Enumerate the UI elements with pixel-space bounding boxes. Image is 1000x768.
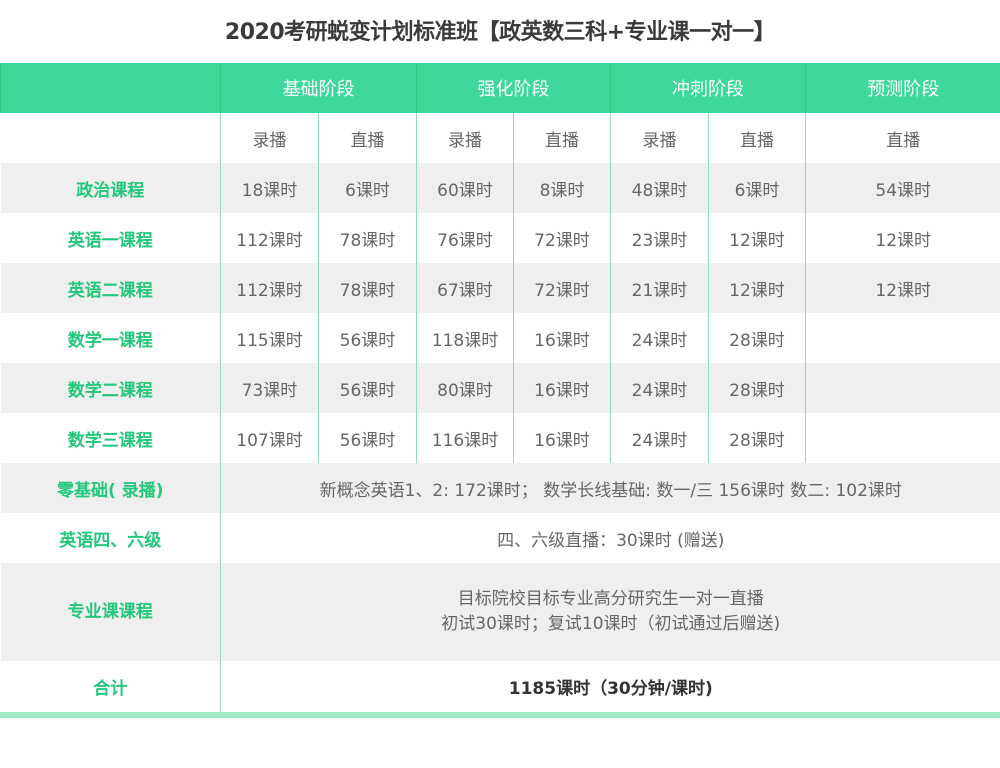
hours-cell: 115课时 [220, 313, 319, 363]
hours-cell: 116课时 [416, 413, 514, 463]
empty-cell [1, 113, 221, 163]
hours-cell: 112课时 [220, 263, 319, 313]
hours-cell: 21课时 [610, 263, 709, 313]
course-row: 英语一课程 112课时 78课时 76课时 72课时 23课时 12课时 12课时 [1, 213, 1000, 263]
course-row: 英语二课程 112课时 78课时 67课时 72课时 21课时 12课时 12课时 [0, 263, 1000, 313]
course-row: 数学三课程 107课时 56课时 116课时 16课时 24课时 28课时 [1, 413, 1000, 463]
hours-cell: 28课时 [708, 413, 806, 463]
hours-cell [805, 363, 1000, 413]
major-line-1: 目标院校目标专业高分研究生一对一直播 [457, 589, 764, 609]
row-label: 英语一课程 [67, 230, 153, 251]
hours-cell: 28课时 [708, 363, 806, 413]
hours-cell: 18课时 [220, 163, 319, 213]
hours-cell: 6课时 [708, 163, 806, 213]
hours-cell: 72课时 [513, 213, 611, 263]
hours-cell: 118课时 [416, 313, 514, 363]
hours-cell: 80课时 [416, 363, 514, 413]
row-label: 数学一课程 [67, 330, 153, 351]
corner-cell [0, 63, 221, 113]
row-label: 英语二课程 [0, 263, 221, 313]
zero-basis-row: 零基础( 录播) 新概念英语1、2: 172课时； 数学长线基础: 数一/三 1… [0, 463, 1000, 513]
hours-cell: 24课时 [610, 363, 709, 413]
hours-cell [805, 413, 1000, 463]
mode-header: 直播 [513, 113, 611, 163]
mode-header: 录播 [220, 113, 319, 163]
hours-cell: 24课时 [610, 413, 709, 463]
hours-cell: 56课时 [318, 413, 417, 463]
hours-cell: 107课时 [220, 413, 319, 463]
mode-header: 直播 [708, 113, 806, 163]
hours-cell: 112课时 [220, 213, 319, 263]
hours-cell: 78课时 [318, 263, 417, 313]
hours-cell: 16课时 [513, 363, 611, 413]
hours-cell: 24课时 [610, 313, 709, 363]
major-row: 专业课课程 目标院校目标专业高分研究生一对一直播 初试30课时；复试10课时（初试… [0, 563, 1000, 661]
stage-header: 冲刺阶段 [610, 63, 806, 113]
hours-cell: 76课时 [416, 213, 514, 263]
hours-cell: 56课时 [318, 313, 417, 363]
hours-cell: 12课时 [805, 263, 1000, 313]
bottom-bar [0, 712, 1000, 718]
hours-cell: 54课时 [805, 163, 1000, 213]
row-label: 专业课课程 [0, 563, 221, 661]
hours-cell: 56课时 [318, 363, 417, 413]
row-text: 新概念英语1、2: 172课时； 数学长线基础: 数一/三 156课时 数二: … [220, 463, 1000, 513]
row-label: 政治课程 [0, 163, 221, 213]
stage-header: 强化阶段 [416, 63, 611, 113]
cet-row: 英语四、六级 四、六级直播：30课时 (赠送) [1, 513, 1000, 563]
mode-header-row: 录播 直播 录播 直播 录播 直播 直播 [1, 113, 1000, 163]
hours-cell: 12课时 [708, 263, 806, 313]
hours-cell: 12课时 [805, 213, 1000, 263]
hours-cell: 12课时 [708, 213, 806, 263]
hours-cell: 6课时 [318, 163, 417, 213]
mode-header: 直播 [318, 113, 417, 163]
hours-cell: 16课时 [513, 313, 611, 363]
major-line-2: 初试30课时；复试10课时（初试通过后赠送) [441, 614, 781, 634]
mode-header: 录播 [610, 113, 709, 163]
total-row: 合计 1185课时（30分钟/课时) [1, 661, 1000, 712]
row-label: 英语四、六级 [59, 530, 162, 551]
course-row: 数学一课程 115课时 56课时 118课时 16课时 24课时 28课时 [1, 313, 1000, 363]
row-label: 合计 [93, 679, 128, 699]
hours-cell: 48课时 [610, 163, 709, 213]
course-row: 数学二课程 73课时 56课时 80课时 16课时 24课时 28课时 [0, 363, 1000, 413]
row-label: 零基础( 录播) [0, 463, 221, 513]
hours-cell: 8课时 [513, 163, 611, 213]
hours-cell: 23课时 [610, 213, 709, 263]
course-row: 政治课程 18课时 6课时 60课时 8课时 48课时 6课时 54课时 [0, 163, 1000, 213]
hours-cell: 73课时 [220, 363, 319, 413]
stage-header: 预测阶段 [805, 63, 1000, 113]
mode-header: 录播 [416, 113, 514, 163]
hours-cell: 72课时 [513, 263, 611, 313]
stage-header: 基础阶段 [220, 63, 417, 113]
row-label: 数学二课程 [0, 363, 221, 413]
stage-header-row: 基础阶段 强化阶段 冲刺阶段 预测阶段 [0, 63, 1000, 113]
mode-header: 直播 [805, 113, 1000, 163]
page-title: 2020考研蜕变计划标准班【政英数三科+专业课一对一】 [224, 20, 776, 45]
row-label: 数学三课程 [67, 430, 153, 451]
hours-cell: 16课时 [513, 413, 611, 463]
hours-cell: 60课时 [416, 163, 514, 213]
hours-cell: 28课时 [708, 313, 806, 363]
total-text: 1185课时（30分钟/课时) [220, 661, 1000, 712]
row-text: 四、六级直播：30课时 (赠送) [220, 513, 1000, 563]
row-text: 目标院校目标专业高分研究生一对一直播 初试30课时；复试10课时（初试通过后赠送) [220, 563, 1000, 661]
hours-cell: 67课时 [416, 263, 514, 313]
hours-cell: 78课时 [318, 213, 417, 263]
course-table: 基础阶段 强化阶段 冲刺阶段 预测阶段 录播 直播 录播 直播 录播 直播 直播… [0, 63, 1000, 712]
hours-cell [805, 313, 1000, 363]
